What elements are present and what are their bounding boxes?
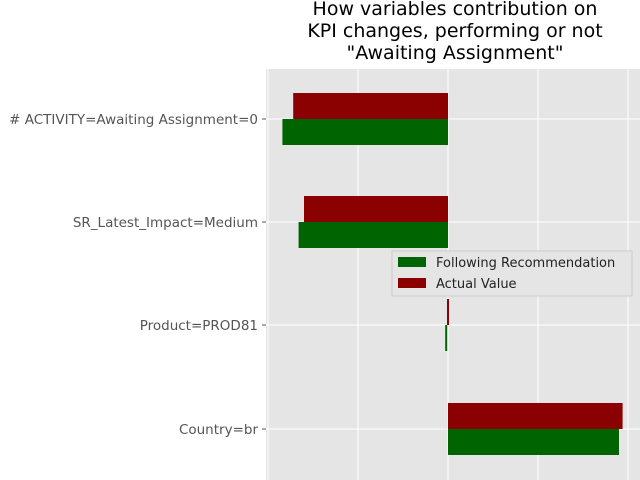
y-tick-label: Country=br (179, 422, 259, 438)
bars (282, 93, 623, 455)
legend-swatch-actual-value (398, 278, 426, 288)
legend-swatch-following-recommendation (398, 257, 426, 267)
bar-actual-value-3 (448, 403, 623, 429)
legend-label-following-recommendation: Following Recommendation (436, 256, 615, 271)
legend: Following Recommendation Actual Value (391, 250, 633, 297)
legend-frame (391, 250, 633, 297)
chart-title-line-1: How variables contribution on (313, 0, 598, 20)
bar-following-recommendation-0 (282, 119, 448, 145)
legend-label-actual-value: Actual Value (436, 277, 517, 292)
chart-title-line-2: KPI changes, performing or not (307, 20, 602, 42)
bar-actual-value-1 (304, 196, 448, 222)
y-tick-label: SR_Latest_Impact=Medium (73, 215, 258, 231)
bar-following-recommendation-3 (448, 429, 619, 455)
bar-following-recommendation-1 (298, 222, 448, 248)
bar-following-recommendation-2 (445, 325, 448, 351)
y-axis: # ACTIVITY=Awaiting Assignment=0 SR_Lates… (9, 112, 266, 438)
bar-actual-value-2 (447, 299, 449, 325)
bar-actual-value-0 (293, 93, 448, 119)
chart-title-line-3: "Awaiting Assignment" (347, 42, 564, 64)
y-tick-label: Product=PROD81 (140, 318, 258, 334)
y-tick-label: # ACTIVITY=Awaiting Assignment=0 (9, 112, 258, 128)
